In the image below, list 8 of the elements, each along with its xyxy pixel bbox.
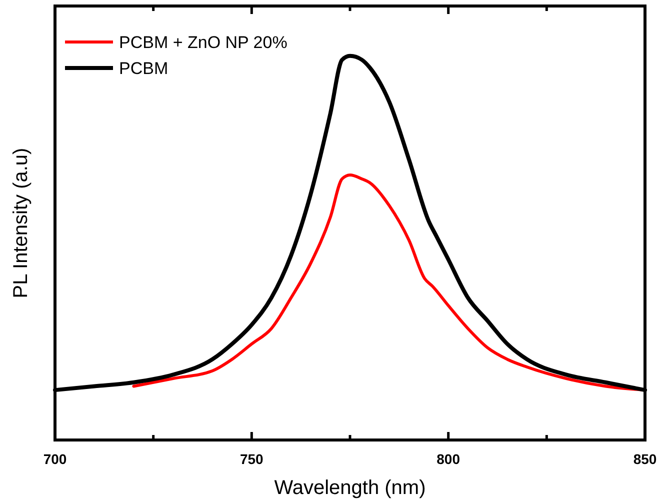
x-axis-title: Wavelength (nm) (274, 477, 426, 499)
x-tick-label: 700 (43, 451, 67, 467)
x-tick-label: 800 (436, 451, 460, 467)
legend-label: PCBM (119, 59, 168, 78)
y-axis-title: PL Intensity (a.u) (10, 148, 32, 298)
x-tick-label: 750 (240, 451, 264, 467)
x-tick-label: 850 (633, 451, 657, 467)
legend-label: PCBM + ZnO NP 20% (119, 33, 288, 52)
